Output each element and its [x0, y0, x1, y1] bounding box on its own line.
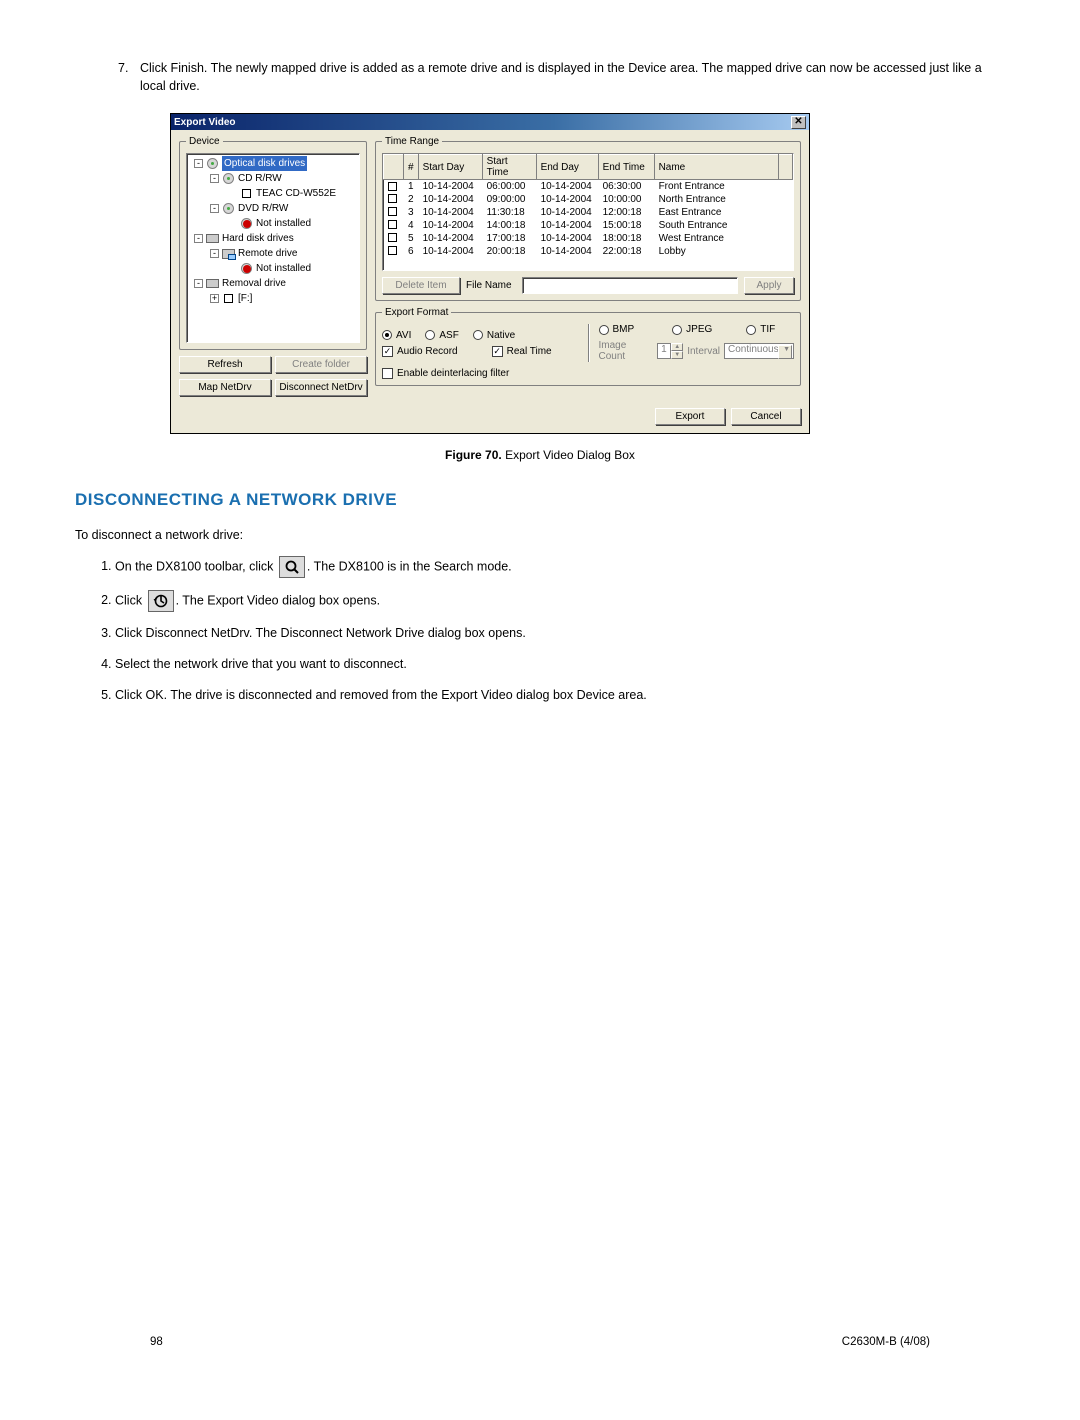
export-icon — [148, 590, 174, 612]
deinterlace-checkbox[interactable] — [382, 368, 393, 379]
file-name-label: File Name — [466, 280, 512, 291]
table-row[interactable]: 310-14-200411:30:1810-14-200412:00:18Eas… — [384, 206, 793, 219]
discred-icon — [240, 262, 253, 275]
doc-id: C2630M-B (4/08) — [842, 1336, 930, 1348]
tree-label: Remote drive — [238, 246, 297, 261]
tree-label: Not installed — [256, 261, 311, 276]
sq-icon — [222, 292, 235, 305]
tree-node[interactable]: -Remote drive — [189, 246, 357, 261]
tif-radio[interactable] — [746, 325, 756, 335]
asf-radio[interactable] — [425, 330, 435, 340]
time-range-legend: Time Range — [382, 136, 442, 147]
audio-record-checkbox[interactable] — [382, 346, 393, 357]
tree-node[interactable]: TEAC CD-W552E — [189, 186, 357, 201]
tree-label: TEAC CD-W552E — [256, 186, 336, 201]
tree-label: Optical disk drives — [222, 156, 307, 171]
step-item: Click . The Export Video dialog box open… — [115, 590, 1005, 612]
disc-icon — [206, 157, 219, 170]
tree-label: CD R/RW — [238, 171, 282, 186]
row-checkbox[interactable] — [388, 194, 397, 203]
row-checkbox[interactable] — [388, 246, 397, 255]
col-header[interactable]: End Time — [598, 155, 654, 180]
intro-text: To disconnect a network drive: — [75, 528, 1005, 542]
table-row[interactable]: 610-14-200420:00:1810-14-200422:00:18Lob… — [384, 245, 793, 258]
disc-icon — [222, 202, 235, 215]
tree-label: DVD R/RW — [238, 201, 288, 216]
section-heading: DISCONNECTING A NETWORK DRIVE — [75, 490, 1005, 510]
search-icon — [279, 556, 305, 578]
interval-select[interactable]: Continuous — [724, 343, 794, 359]
device-group: Device -Optical disk drives-CD R/RWTEAC … — [179, 136, 367, 350]
row-checkbox[interactable] — [388, 233, 397, 242]
close-icon[interactable]: ✕ — [791, 116, 806, 129]
col-header[interactable]: Name — [654, 155, 778, 180]
create-folder-button[interactable]: Create folder — [275, 356, 367, 373]
col-header[interactable]: End Day — [536, 155, 598, 180]
table-row[interactable]: 410-14-200414:00:1810-14-200415:00:18Sou… — [384, 219, 793, 232]
discred-icon — [240, 217, 253, 230]
dialog-title: Export Video — [174, 117, 791, 128]
bmp-radio[interactable] — [599, 325, 609, 335]
tree-node[interactable]: +[F:] — [189, 291, 357, 306]
image-count-label: Image Count — [599, 340, 653, 362]
real-time-checkbox[interactable] — [492, 346, 503, 357]
native-radio[interactable] — [473, 330, 483, 340]
time-range-table[interactable]: #Start DayStart TimeEnd DayEnd TimeName1… — [382, 153, 794, 271]
step-7-text: 7.Click Finish. The newly mapped drive i… — [140, 60, 1005, 95]
col-header[interactable]: Start Day — [418, 155, 482, 180]
table-row[interactable]: 510-14-200417:00:1810-14-200418:00:18Wes… — [384, 232, 793, 245]
deinterlace-label: Enable deinterlacing filter — [397, 368, 509, 379]
device-tree[interactable]: -Optical disk drives-CD R/RWTEAC CD-W552… — [186, 153, 360, 343]
map-netdrv-button[interactable]: Map NetDrv — [179, 379, 271, 396]
interval-label: Interval — [687, 346, 720, 357]
row-checkbox[interactable] — [388, 220, 397, 229]
disc-icon — [222, 172, 235, 185]
image-count-spinner[interactable]: 1▲▼ — [657, 343, 684, 359]
refresh-button[interactable]: Refresh — [179, 356, 271, 373]
delete-item-button[interactable]: Delete Item — [382, 277, 460, 294]
time-range-group: Time Range #Start DayStart TimeEnd DayEn… — [375, 136, 801, 301]
step-item: On the DX8100 toolbar, click . The DX810… — [115, 556, 1005, 578]
jpeg-radio[interactable] — [672, 325, 682, 335]
steps-list: On the DX8100 toolbar, click . The DX810… — [115, 556, 1005, 704]
row-checkbox[interactable] — [388, 207, 397, 216]
export-format-legend: Export Format — [382, 307, 451, 318]
figure-caption: Figure 70. Export Video Dialog Box — [75, 448, 1005, 462]
net-icon — [222, 247, 235, 260]
step-item: Click Disconnect NetDrv. The Disconnect … — [115, 624, 1005, 643]
cancel-button[interactable]: Cancel — [731, 408, 801, 425]
apply-button[interactable]: Apply — [744, 277, 794, 294]
hdd-icon — [206, 277, 219, 290]
tree-node[interactable]: -Hard disk drives — [189, 231, 357, 246]
tree-label: Removal drive — [222, 276, 286, 291]
file-name-input[interactable] — [522, 277, 738, 294]
disconnect-netdrv-button[interactable]: Disconnect NetDrv — [275, 379, 367, 396]
tree-node[interactable]: -DVD R/RW — [189, 201, 357, 216]
col-header[interactable]: Start Time — [482, 155, 536, 180]
export-video-dialog: Export Video ✕ Device -Optical disk driv… — [170, 113, 810, 434]
table-row[interactable]: 110-14-200406:00:0010-14-200406:30:00Fro… — [384, 180, 793, 193]
table-row[interactable]: 210-14-200409:00:0010-14-200410:00:00Nor… — [384, 193, 793, 206]
hdd-icon — [206, 232, 219, 245]
titlebar: Export Video ✕ — [171, 114, 809, 130]
page-number: 98 — [150, 1336, 163, 1348]
sq-icon — [240, 187, 253, 200]
avi-radio[interactable] — [382, 330, 392, 340]
tree-node[interactable]: -CD R/RW — [189, 171, 357, 186]
tree-label: [F:] — [238, 291, 252, 306]
tree-node[interactable]: Not installed — [189, 216, 357, 231]
device-legend: Device — [186, 136, 223, 147]
export-format-group: Export Format AVI ASF Native Audio Recor… — [375, 307, 801, 386]
step-item: Click OK. The drive is disconnected and … — [115, 686, 1005, 705]
col-header[interactable]: # — [404, 155, 419, 180]
step-item: Select the network drive that you want t… — [115, 655, 1005, 674]
tree-node[interactable]: -Optical disk drives — [189, 156, 357, 171]
export-button[interactable]: Export — [655, 408, 725, 425]
tree-label: Not installed — [256, 216, 311, 231]
tree-node[interactable]: -Removal drive — [189, 276, 357, 291]
tree-label: Hard disk drives — [222, 231, 294, 246]
row-checkbox[interactable] — [388, 182, 397, 191]
tree-node[interactable]: Not installed — [189, 261, 357, 276]
